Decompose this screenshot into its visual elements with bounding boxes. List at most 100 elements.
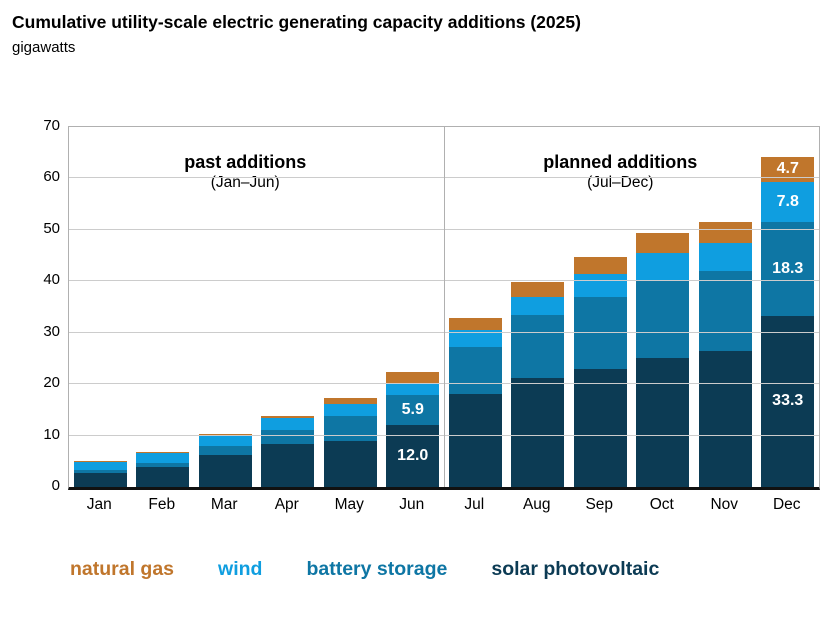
x-tick-label: Jan: [86, 496, 112, 513]
legend: natural gas wind battery storage solar phot…: [70, 558, 790, 581]
segment-natural-gas: [261, 416, 315, 419]
segment-wind: [198, 435, 252, 447]
bar-may: [319, 127, 382, 487]
segment-value-label: 12.0: [397, 447, 429, 465]
segment-solar-photovoltaic: 33.3: [761, 315, 815, 487]
segment-value-label: 4.7: [776, 160, 799, 178]
segment-natural-gas: [511, 281, 565, 297]
segment-natural-gas: [386, 371, 440, 384]
segment-battery-storage: [136, 463, 190, 468]
segment-wind: [261, 418, 315, 430]
bar-nov: [694, 127, 757, 487]
chart-unit-label: gigawatts: [12, 39, 76, 56]
bar-oct: [632, 127, 695, 487]
segment-wind: [73, 461, 127, 471]
x-tick-label: Feb: [148, 496, 176, 513]
segment-wind: [698, 242, 752, 272]
legend-item-solar-photovoltaic: solar photovoltaic: [491, 558, 660, 580]
x-tick-label: Dec: [772, 496, 801, 513]
plot-area: past additions (Jan–Jun) planned additio…: [68, 126, 820, 490]
segment-natural-gas: [323, 397, 377, 404]
segment-solar-photovoltaic: [698, 351, 752, 487]
segment-natural-gas: [573, 256, 627, 275]
segment-wind: [511, 296, 565, 316]
legend-item-natural-gas: natural gas: [70, 558, 175, 580]
segment-solar-photovoltaic: [261, 444, 315, 487]
legend-item-battery-storage: battery storage: [306, 558, 448, 580]
segment-natural-gas: [448, 318, 502, 331]
y-tick-label: 60: [43, 168, 60, 186]
segment-wind: [448, 330, 502, 347]
y-axis-tick-labels: 0 10 20 30 40 50 60 70: [0, 117, 60, 494]
segment-value-label: 33.3: [772, 392, 804, 410]
segment-natural-gas: [698, 221, 752, 243]
past-planned-divider: [444, 127, 445, 487]
segment-wind: [636, 253, 690, 282]
segment-solar-photovoltaic: [136, 467, 190, 487]
segment-value-label: 5.9: [401, 401, 424, 419]
x-tick-label: Jul: [464, 496, 485, 513]
y-tick-label: 0: [51, 477, 60, 494]
segment-solar-photovoltaic: [73, 472, 127, 487]
bar-jul: [444, 127, 507, 487]
segment-wind: [573, 274, 627, 297]
segment-natural-gas: [136, 452, 190, 454]
segment-battery-storage: [198, 446, 252, 455]
segment-solar-photovoltaic: [198, 454, 252, 487]
segment-solar-photovoltaic: 12.0: [386, 425, 440, 487]
segment-wind: [136, 453, 190, 464]
segment-battery-storage: [573, 296, 627, 369]
segment-battery-storage: [73, 470, 127, 473]
y-tick-label: 40: [43, 271, 60, 289]
bar-apr: [257, 127, 320, 487]
legend-item-wind: wind: [218, 558, 263, 580]
segment-value-label: 7.8: [776, 192, 799, 210]
past-additions-title: past additions: [184, 152, 307, 172]
x-tick-label: Nov: [710, 496, 739, 513]
y-tick-label: 20: [43, 374, 60, 392]
bar-jan: [69, 127, 132, 487]
chart-header: Cumulative utility-scale electric genera…: [12, 12, 812, 56]
segment-battery-storage: [511, 315, 565, 378]
segment-solar-photovoltaic: [573, 368, 627, 487]
x-tick-label: Aug: [522, 496, 551, 513]
chart-title: Cumulative utility-scale electric genera…: [12, 12, 581, 32]
x-tick-label: Mar: [210, 496, 238, 513]
segment-battery-storage: [323, 415, 377, 441]
x-tick-label: Oct: [649, 496, 674, 513]
planned-additions-title: planned additions: [543, 152, 698, 172]
y-tick-label: 50: [43, 219, 60, 237]
y-tick-label: 70: [43, 117, 60, 134]
segment-solar-photovoltaic: [511, 377, 565, 487]
x-tick-label: Jun: [399, 496, 425, 513]
y-tick-label: 10: [43, 425, 60, 443]
bar-aug: [507, 127, 570, 487]
bar-mar: [194, 127, 257, 487]
segment-wind: [323, 403, 377, 416]
segment-natural-gas: [198, 434, 252, 436]
bar-jun: 12.0 5.9: [382, 127, 445, 487]
bars-container: 12.0 5.9 33.3 18.3 7.8 4.7: [69, 127, 819, 487]
segment-battery-storage: 18.3: [761, 221, 815, 316]
segment-solar-photovoltaic: [448, 394, 502, 487]
segment-battery-storage: [698, 271, 752, 352]
segment-battery-storage: [261, 429, 315, 445]
y-tick-label: 30: [43, 322, 60, 340]
segment-battery-storage: 5.9: [386, 394, 440, 426]
x-tick-label: Apr: [274, 496, 299, 513]
x-axis-month-labels: Jan Feb Mar Apr May Jun Jul Aug Sep Oct Nov Dec: [68, 496, 818, 514]
segment-solar-photovoltaic: [323, 440, 377, 487]
segment-natural-gas: [636, 232, 690, 254]
segment-value-label: 18.3: [772, 259, 804, 277]
segment-solar-photovoltaic: [636, 358, 690, 487]
bar-dec: 33.3 18.3 7.8 4.7: [757, 127, 820, 487]
x-tick-label: May: [334, 496, 364, 513]
segment-wind: [386, 383, 440, 395]
segment-battery-storage: [448, 346, 502, 395]
segment-natural-gas: [73, 461, 127, 462]
segment-wind: 7.8: [761, 181, 815, 222]
bar-feb: [132, 127, 195, 487]
bar-sep: [569, 127, 632, 487]
segment-battery-storage: [636, 281, 690, 359]
x-tick-label: Sep: [585, 496, 614, 513]
